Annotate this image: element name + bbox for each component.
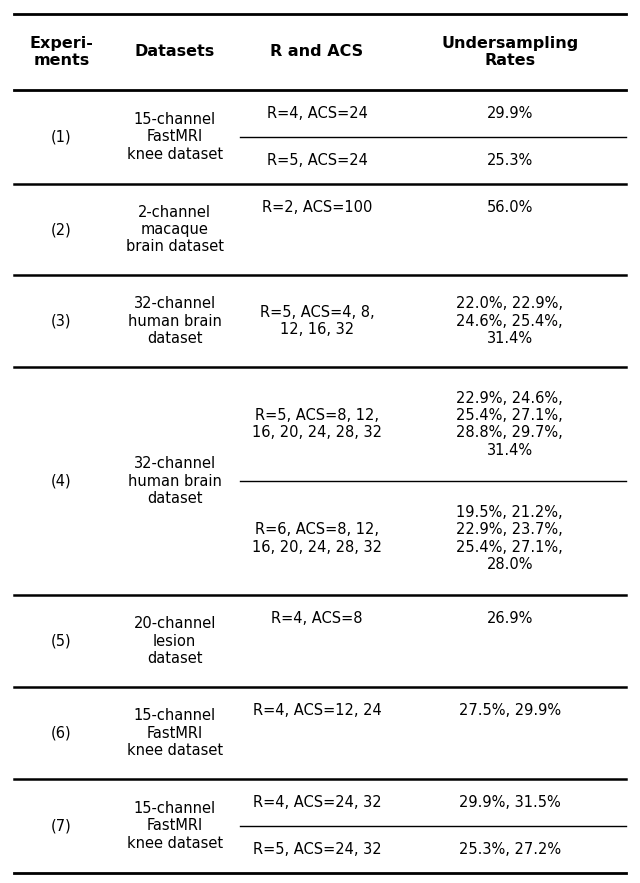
Text: 2-channel
macaque
brain dataset: 2-channel macaque brain dataset (125, 205, 223, 254)
Text: R=5, ACS=8, 12,
16, 20, 24, 28, 32: R=5, ACS=8, 12, 16, 20, 24, 28, 32 (252, 408, 382, 441)
Text: R=4, ACS=24, 32: R=4, ACS=24, 32 (253, 795, 381, 810)
Text: 15-channel
FastMRI
knee dataset: 15-channel FastMRI knee dataset (127, 112, 223, 162)
Text: 19.5%, 21.2%,
22.9%, 23.7%,
25.4%, 27.1%,
28.0%: 19.5%, 21.2%, 22.9%, 23.7%, 25.4%, 27.1%… (456, 505, 563, 572)
Text: 29.9%: 29.9% (486, 106, 533, 121)
Text: 26.9%: 26.9% (486, 611, 533, 626)
Text: (5): (5) (51, 634, 72, 649)
Text: Datasets: Datasets (134, 44, 215, 59)
Text: R=5, ACS=4, 8,
12, 16, 32: R=5, ACS=4, 8, 12, 16, 32 (260, 306, 374, 337)
Text: R=6, ACS=8, 12,
16, 20, 24, 28, 32: R=6, ACS=8, 12, 16, 20, 24, 28, 32 (252, 522, 382, 555)
Text: R=5, ACS=24, 32: R=5, ACS=24, 32 (253, 842, 381, 857)
Text: 20-channel
lesion
dataset: 20-channel lesion dataset (134, 616, 216, 666)
Text: R=2, ACS=100: R=2, ACS=100 (262, 200, 372, 215)
Text: 22.9%, 24.6%,
25.4%, 27.1%,
28.8%, 29.7%,
31.4%: 22.9%, 24.6%, 25.4%, 27.1%, 28.8%, 29.7%… (456, 390, 563, 457)
Text: R=5, ACS=24: R=5, ACS=24 (266, 153, 367, 168)
Text: (4): (4) (51, 474, 72, 489)
Text: (7): (7) (51, 819, 72, 834)
Text: 15-channel
FastMRI
knee dataset: 15-channel FastMRI knee dataset (127, 801, 223, 851)
Text: (6): (6) (51, 726, 72, 741)
Text: 25.3%, 27.2%: 25.3%, 27.2% (459, 842, 561, 857)
Text: 22.0%, 22.9%,
24.6%, 25.4%,
31.4%: 22.0%, 22.9%, 24.6%, 25.4%, 31.4% (456, 297, 563, 346)
Text: (1): (1) (51, 129, 72, 144)
Text: Undersampling
Rates: Undersampling Rates (441, 35, 579, 68)
Text: R=4, ACS=24: R=4, ACS=24 (266, 106, 367, 121)
Text: R and ACS: R and ACS (270, 44, 364, 59)
Text: 27.5%, 29.9%: 27.5%, 29.9% (459, 703, 561, 718)
Text: Experi-
ments: Experi- ments (29, 35, 93, 68)
Text: 25.3%: 25.3% (486, 153, 533, 168)
Text: 15-channel
FastMRI
knee dataset: 15-channel FastMRI knee dataset (127, 708, 223, 758)
Text: (2): (2) (51, 222, 72, 237)
Text: 32-channel
human brain
dataset: 32-channel human brain dataset (128, 457, 221, 506)
Text: R=4, ACS=8: R=4, ACS=8 (271, 611, 363, 626)
Text: R=4, ACS=12, 24: R=4, ACS=12, 24 (253, 703, 381, 718)
Text: 56.0%: 56.0% (486, 200, 533, 215)
Text: 32-channel
human brain
dataset: 32-channel human brain dataset (128, 297, 221, 346)
Text: (3): (3) (51, 313, 72, 328)
Text: 29.9%, 31.5%: 29.9%, 31.5% (459, 795, 561, 810)
